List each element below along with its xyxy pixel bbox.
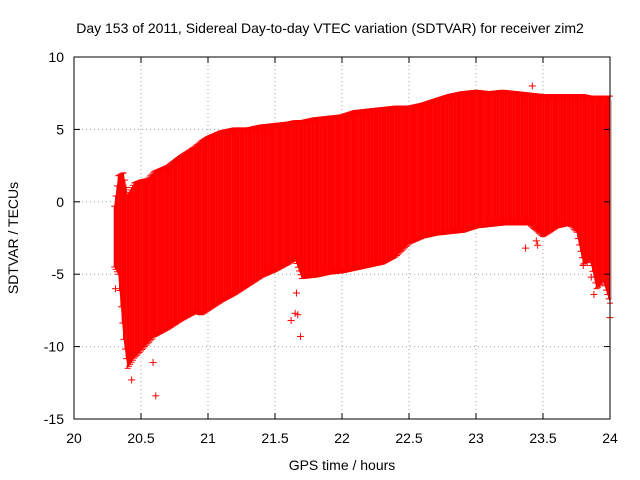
- outlier-point: [590, 290, 598, 298]
- x-tick-label: 20.5: [127, 430, 154, 446]
- outlier-point: [287, 317, 295, 325]
- x-tick-label: 22.5: [395, 430, 422, 446]
- x-tick-label: 23.5: [529, 430, 556, 446]
- outlier-point: [296, 332, 304, 340]
- y-tick-label: -5: [52, 266, 65, 282]
- outlier-point: [112, 285, 120, 293]
- outlier-point: [532, 237, 540, 245]
- outlier-point: [595, 280, 603, 288]
- outlier-point: [126, 350, 134, 358]
- x-tick-label: 20: [66, 430, 82, 446]
- outlier-point: [579, 262, 587, 270]
- axis-layer: 20 20.5 21 21.5 22 22.5 23 23.5 24 -15 -10 -5 0 5 10: [44, 49, 618, 446]
- y-tick-label: -15: [44, 411, 64, 427]
- outlier-point: [294, 256, 302, 264]
- outlier-point: [528, 82, 536, 90]
- outlier-point: [583, 259, 591, 267]
- chart-title: Day 153 of 2011, Sidereal Day-to-day VTE…: [76, 20, 584, 36]
- x-tick-label: 21: [200, 430, 216, 446]
- y-tick-label: 10: [48, 49, 64, 65]
- outlier-point: [294, 311, 302, 319]
- outlier-point: [587, 273, 595, 281]
- x-tick-label: 24: [602, 430, 618, 446]
- x-tick-label: 22: [334, 430, 350, 446]
- x-tick-label: 21.5: [261, 430, 288, 446]
- y-tick-label: -10: [44, 339, 64, 355]
- y-axis-label: SDTVAR / TECUs: [5, 182, 21, 294]
- plot-frame: [73, 56, 611, 420]
- outlier-point: [593, 266, 601, 274]
- outlier-point: [149, 359, 157, 367]
- outlier-point: [128, 376, 136, 384]
- outlier-point: [534, 241, 542, 249]
- y-tick-label: 0: [56, 194, 64, 210]
- x-axis-label: GPS time / hours: [289, 457, 396, 473]
- data-layer: [111, 82, 614, 400]
- x-tick-label: 23: [468, 430, 484, 446]
- outlier-point: [298, 253, 306, 261]
- y-tick-label: 5: [56, 121, 64, 137]
- outlier-point: [152, 392, 160, 400]
- outlier-point: [522, 244, 530, 252]
- outlier-point: [292, 289, 300, 297]
